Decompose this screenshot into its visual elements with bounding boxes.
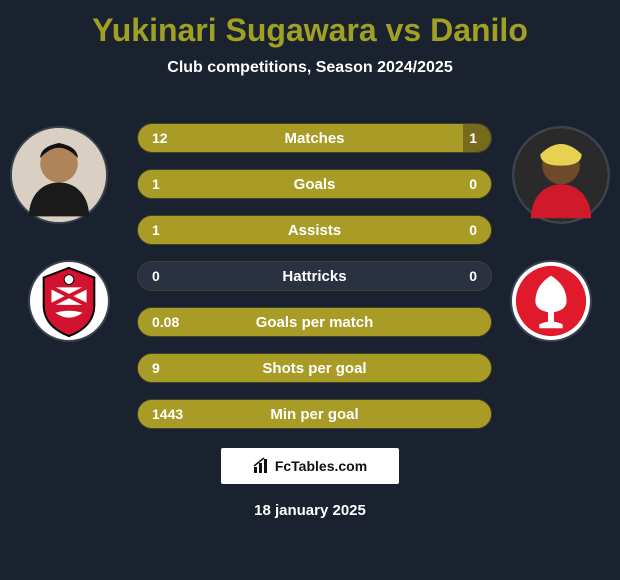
club-left-crest xyxy=(28,260,110,342)
stat-row: 10Goals xyxy=(137,169,492,199)
stat-label: Hattricks xyxy=(138,262,491,290)
southampton-crest-icon xyxy=(30,262,108,340)
page-title: Yukinari Sugawara vs Danilo xyxy=(0,0,620,49)
stat-label: Goals per match xyxy=(138,308,491,336)
avatar-placeholder-icon xyxy=(12,128,106,222)
stat-label: Shots per goal xyxy=(138,354,491,382)
player-left-avatar xyxy=(10,126,108,224)
stat-label: Matches xyxy=(138,124,491,152)
page-subtitle: Club competitions, Season 2024/2025 xyxy=(0,59,620,77)
stat-label: Assists xyxy=(138,216,491,244)
chart-icon xyxy=(253,457,271,475)
stat-label: Min per goal xyxy=(138,400,491,428)
stat-row: 00Hattricks xyxy=(137,261,492,291)
stat-row: 0.08Goals per match xyxy=(137,307,492,337)
avatar-placeholder-icon xyxy=(514,128,608,222)
player-right-avatar xyxy=(512,126,610,224)
nottingham-forest-crest-icon xyxy=(512,262,590,340)
stat-row: 1443Min per goal xyxy=(137,399,492,429)
footer-brand-box: FcTables.com xyxy=(221,448,399,484)
stat-row: 9Shots per goal xyxy=(137,353,492,383)
club-right-crest xyxy=(510,260,592,342)
stat-label: Goals xyxy=(138,170,491,198)
stat-row: 10Assists xyxy=(137,215,492,245)
stat-row: 121Matches xyxy=(137,123,492,153)
footer-date: 18 january 2025 xyxy=(0,502,620,519)
stats-bars: 121Matches 10Goals 10Assists 00Hattricks 0.0… xyxy=(137,123,492,445)
footer-brand-text: FcTables.com xyxy=(275,458,367,474)
